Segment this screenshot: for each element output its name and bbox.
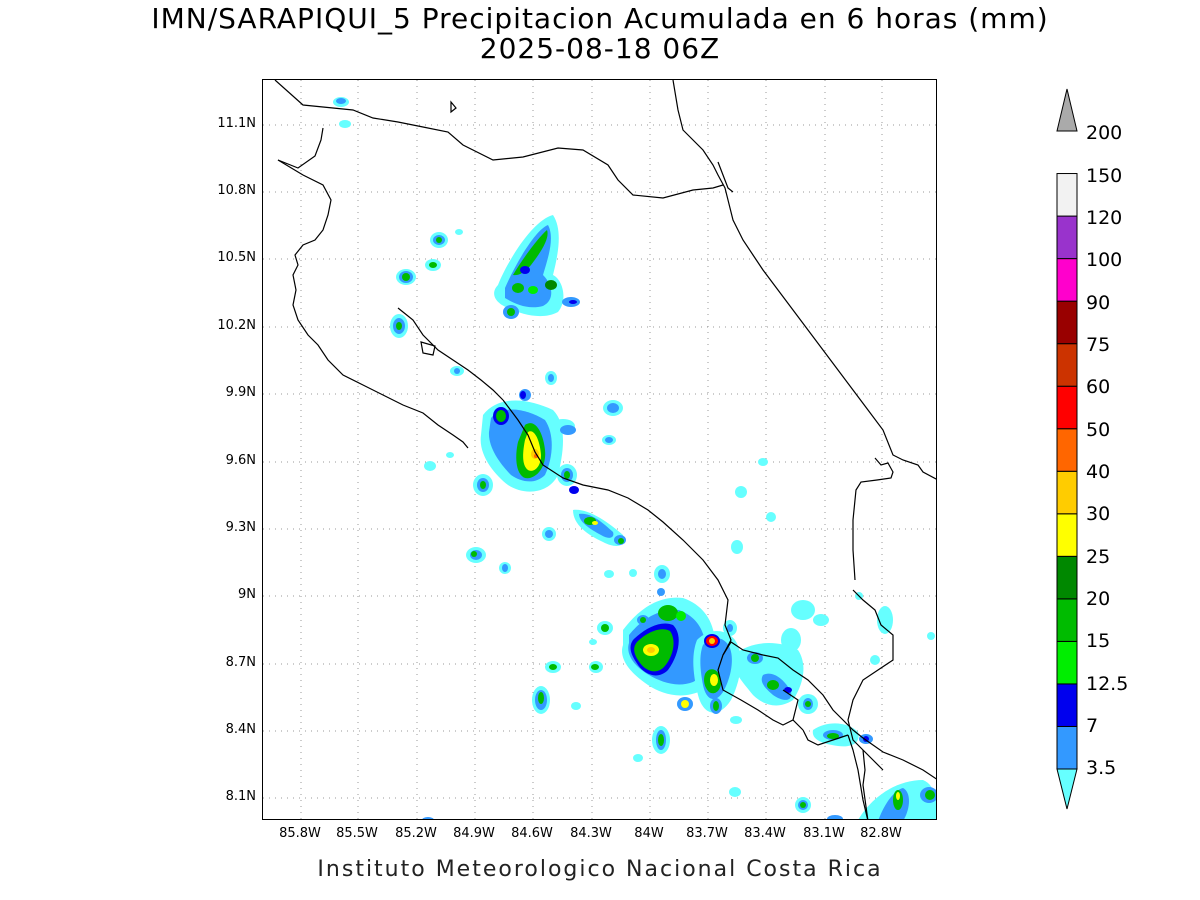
legend-swatch xyxy=(1056,215,1078,260)
color-legend-bar xyxy=(1056,88,1078,810)
precipitation-cells xyxy=(333,97,936,819)
legend-swatch xyxy=(1056,725,1078,770)
legend-swatch xyxy=(1056,343,1078,387)
lon-tick-label: 83.4W xyxy=(744,826,786,841)
legend-level-label: 60 xyxy=(1086,376,1111,398)
legend-level-label: 12.5 xyxy=(1086,673,1129,695)
legend-swatch xyxy=(1056,428,1078,472)
coastlines xyxy=(274,80,936,819)
map-panel xyxy=(262,79,937,820)
legend-swatch xyxy=(1056,300,1078,345)
lat-tick-label: 10.8N xyxy=(217,183,256,198)
legend-level-label: 3.5 xyxy=(1086,757,1117,779)
lon-tick-label: 85.8W xyxy=(279,826,321,841)
map-subtitle-datetime: 2025-08-18 06Z xyxy=(479,32,721,65)
legend-top-arrow xyxy=(1056,88,1078,132)
map-grid xyxy=(263,80,936,819)
legend-swatch xyxy=(1056,598,1078,642)
lon-tick-label: 85.2W xyxy=(395,826,437,841)
lat-tick-label: 9.3N xyxy=(225,520,256,535)
legend-swatch xyxy=(1056,470,1078,515)
legend-level-label: 7 xyxy=(1086,715,1099,737)
legend-level-label: 90 xyxy=(1086,292,1111,314)
lon-tick-label: 83.7W xyxy=(686,826,728,841)
legend-level-label: 25 xyxy=(1086,546,1111,568)
lat-tick-label: 8.4N xyxy=(225,722,256,737)
legend-swatch xyxy=(1056,173,1078,217)
legend-level-label: 100 xyxy=(1086,249,1123,271)
map-title: IMN/SARAPIQUI_5 Precipitacion Acumulada … xyxy=(151,2,1049,35)
legend-swatch xyxy=(1056,385,1078,430)
legend-swatch xyxy=(1056,640,1078,685)
lat-tick-label: 9.6N xyxy=(225,453,256,468)
precipitation-map xyxy=(263,80,936,819)
legend-swatch xyxy=(1056,683,1078,727)
legend-bottom-arrow xyxy=(1056,768,1078,810)
lon-tick-label: 84.6W xyxy=(511,826,553,841)
legend-swatch xyxy=(1056,513,1078,557)
lat-tick-label: 9.9N xyxy=(225,385,256,400)
lat-tick-label: 9N xyxy=(238,587,256,602)
legend-level-label: 40 xyxy=(1086,461,1111,483)
legend-swatch xyxy=(1056,258,1078,302)
lat-tick-label: 8.7N xyxy=(225,655,256,670)
lon-tick-label: 82.8W xyxy=(860,826,902,841)
legend-level-label: 15 xyxy=(1086,630,1111,652)
lat-tick-label: 11.1N xyxy=(217,116,256,131)
lat-tick-label: 10.5N xyxy=(217,250,256,265)
lon-tick-label: 83.1W xyxy=(803,826,845,841)
legend-level-label: 30 xyxy=(1086,503,1111,525)
footer-credit: Instituto Meteorologico Nacional Costa R… xyxy=(317,857,883,882)
lat-tick-label: 8.1N xyxy=(225,789,256,804)
legend-level-label: 20 xyxy=(1086,588,1111,610)
lon-tick-label: 84.3W xyxy=(570,826,612,841)
legend-level-label: 120 xyxy=(1086,207,1123,229)
legend-level-label: 50 xyxy=(1086,419,1111,441)
legend-level-label: 150 xyxy=(1086,165,1123,187)
legend-level-label: 75 xyxy=(1086,334,1111,356)
legend-swatch xyxy=(1056,555,1078,600)
lon-tick-label: 85.5W xyxy=(336,826,378,841)
lat-tick-label: 10.2N xyxy=(217,318,256,333)
lon-tick-label: 84.9W xyxy=(453,826,495,841)
lon-tick-label: 84W xyxy=(634,826,664,841)
legend-level-label: 200 xyxy=(1086,122,1123,144)
